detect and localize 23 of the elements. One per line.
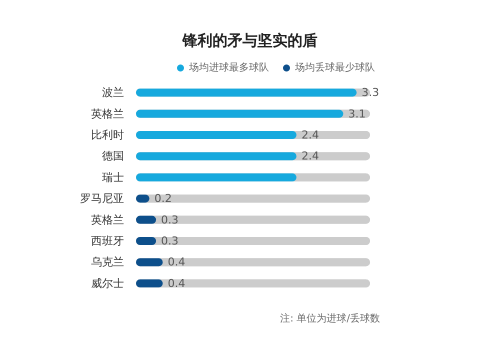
y-tick-label: 波兰 (102, 86, 124, 100)
data-label: 2.4 (301, 128, 319, 142)
y-tick-label: 瑞士 (102, 170, 124, 184)
y-tick-label: 威尔士 (91, 276, 124, 290)
data-label: 0.4 (168, 256, 186, 269)
y-tick-label: 比利时 (91, 128, 124, 142)
data-label: 3.3 (362, 86, 380, 100)
y-tick-label: 英格兰 (91, 107, 124, 120)
data-label: 0.2 (154, 192, 172, 206)
data-label: 0.4 (168, 276, 186, 290)
y-tick-label: 西班牙 (91, 234, 124, 248)
data-label: 2.4 (301, 150, 319, 163)
data-label: 0.3 (161, 234, 179, 248)
y-tick-label: 德国 (102, 150, 124, 163)
y-tick-label: 英格兰 (91, 213, 124, 226)
chart-title: 锋利的矛与坚实的盾 (182, 32, 318, 50)
legend-label: 场均丢球最少球队 (294, 62, 375, 74)
y-tick-label: 乌克兰 (91, 256, 124, 269)
data-label: 3.1 (348, 107, 366, 120)
data-label: 0.3 (161, 213, 179, 226)
text: 注: 单位为进球/丢球数 (280, 312, 380, 324)
y-tick-label: 罗马尼亚 (80, 192, 124, 206)
legend-label: 场均进球最多球队 (188, 62, 269, 74)
